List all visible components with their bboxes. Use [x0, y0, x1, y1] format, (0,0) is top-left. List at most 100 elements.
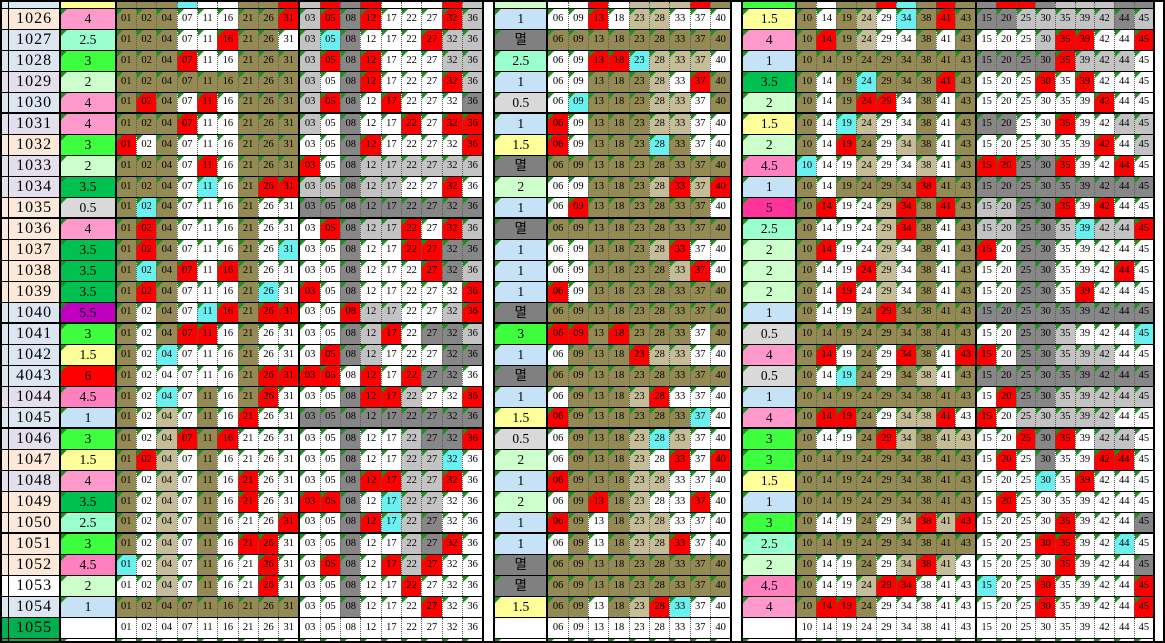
- number-cell[interactable]: 26: [257, 387, 279, 407]
- score-cell[interactable]: 2: [743, 93, 796, 112]
- number-cell[interactable]: 06: [548, 282, 568, 302]
- number-cell[interactable]: 34: [895, 51, 916, 71]
- number-cell[interactable]: [116, 639, 136, 641]
- number-cell[interactable]: 41: [935, 345, 956, 365]
- number-cell[interactable]: 09: [567, 450, 589, 470]
- number-cell[interactable]: 07: [176, 618, 197, 638]
- number-cell[interactable]: 29: [875, 93, 896, 112]
- number-cell[interactable]: [836, 639, 857, 641]
- number-cell[interactable]: 09: [567, 576, 589, 596]
- number-cell[interactable]: 22: [400, 303, 422, 322]
- number-cell[interactable]: 43: [955, 450, 976, 470]
- number-cell[interactable]: [1074, 639, 1095, 641]
- number-cell[interactable]: 27: [421, 72, 442, 92]
- number-cell[interactable]: 27: [421, 387, 442, 407]
- number-cell[interactable]: 13: [588, 450, 609, 470]
- number-cell[interactable]: 37: [689, 282, 710, 302]
- number-cell[interactable]: 31: [278, 9, 299, 29]
- number-cell[interactable]: 19: [836, 576, 857, 596]
- score-cell[interactable]: 1: [495, 387, 547, 407]
- number-cell[interactable]: 08: [340, 156, 361, 176]
- number-cell[interactable]: 07: [176, 261, 197, 281]
- number-cell[interactable]: 28: [649, 177, 670, 197]
- number-cell[interactable]: 42: [1094, 471, 1114, 491]
- number-cell[interactable]: 32: [441, 513, 462, 532]
- number-cell[interactable]: 07: [176, 303, 197, 322]
- number-cell[interactable]: 16: [217, 51, 238, 71]
- number-cell[interactable]: 36: [461, 387, 483, 407]
- number-cell[interactable]: 16: [217, 324, 238, 344]
- number-cell[interactable]: [1054, 2, 1075, 8]
- number-cell[interactable]: 11: [196, 30, 218, 50]
- number-cell[interactable]: 40: [709, 93, 731, 112]
- number-cell[interactable]: 11: [196, 492, 218, 512]
- number-cell[interactable]: 41: [935, 72, 956, 92]
- number-cell[interactable]: 27: [421, 9, 442, 29]
- number-cell[interactable]: [176, 639, 197, 641]
- number-cell[interactable]: 04: [156, 135, 177, 155]
- number-cell[interactable]: 20: [995, 30, 1016, 50]
- number-cell[interactable]: 37: [689, 471, 710, 491]
- number-cell[interactable]: 28: [649, 534, 670, 554]
- number-cell[interactable]: 20: [995, 282, 1016, 302]
- number-cell[interactable]: 02: [135, 219, 157, 239]
- number-cell[interactable]: 37: [689, 576, 710, 596]
- number-cell[interactable]: 06: [548, 303, 568, 322]
- number-cell[interactable]: 19: [836, 345, 857, 365]
- number-cell[interactable]: 09: [567, 114, 589, 134]
- number-cell[interactable]: 11: [196, 324, 218, 344]
- number-cell[interactable]: 29: [875, 387, 896, 407]
- number-cell[interactable]: 24: [856, 513, 876, 532]
- number-cell[interactable]: 42: [1094, 345, 1114, 365]
- number-cell[interactable]: 14: [816, 387, 837, 407]
- number-cell[interactable]: 11: [196, 198, 218, 217]
- number-cell[interactable]: 39: [1074, 135, 1095, 155]
- number-cell[interactable]: 09: [567, 555, 589, 575]
- number-cell[interactable]: 38: [915, 387, 936, 407]
- number-cell[interactable]: 30: [1035, 51, 1055, 71]
- number-cell[interactable]: 06: [548, 429, 568, 449]
- number-cell[interactable]: 28: [649, 324, 670, 344]
- number-cell[interactable]: 36: [461, 135, 483, 155]
- number-cell[interactable]: 39: [1074, 240, 1095, 260]
- number-cell[interactable]: 11: [196, 261, 218, 281]
- number-cell[interactable]: 14: [816, 282, 837, 302]
- number-cell[interactable]: 27: [421, 303, 442, 322]
- number-cell[interactable]: 34: [895, 324, 916, 344]
- score-cell[interactable]: 5.5: [61, 303, 115, 322]
- number-cell[interactable]: 04: [156, 429, 177, 449]
- number-cell[interactable]: [1054, 639, 1075, 641]
- number-cell[interactable]: 26: [257, 135, 279, 155]
- number-cell[interactable]: 40: [709, 576, 731, 596]
- number-cell[interactable]: 20: [995, 450, 1016, 470]
- number-cell[interactable]: 26: [257, 492, 279, 512]
- number-cell[interactable]: 37: [689, 408, 710, 427]
- number-cell[interactable]: 20: [995, 387, 1016, 407]
- number-cell[interactable]: 30: [1035, 114, 1055, 134]
- number-cell[interactable]: 23: [628, 471, 649, 491]
- number-cell[interactable]: 06: [548, 576, 568, 596]
- number-cell[interactable]: 18: [608, 261, 629, 281]
- number-cell[interactable]: 44: [1113, 114, 1134, 134]
- number-cell[interactable]: [567, 2, 589, 8]
- number-cell[interactable]: 09: [567, 513, 589, 532]
- number-cell[interactable]: 25: [1015, 93, 1036, 112]
- score-cell[interactable]: 4: [61, 114, 115, 134]
- number-cell[interactable]: 05: [319, 93, 341, 112]
- number-cell[interactable]: 25: [1015, 282, 1036, 302]
- row-header[interactable]: 1054: [8, 597, 60, 617]
- score-cell[interactable]: 4: [61, 219, 115, 239]
- number-cell[interactable]: 43: [955, 492, 976, 512]
- number-cell[interactable]: 17: [380, 135, 401, 155]
- number-cell[interactable]: 42: [1094, 9, 1114, 29]
- number-cell[interactable]: 12: [360, 51, 381, 71]
- number-cell[interactable]: 33: [669, 555, 690, 575]
- number-cell[interactable]: 28: [649, 72, 670, 92]
- number-cell[interactable]: 22: [400, 366, 422, 386]
- number-cell[interactable]: 38: [915, 219, 936, 239]
- row-header[interactable]: 4043: [8, 366, 60, 386]
- number-cell[interactable]: 35: [1054, 198, 1075, 217]
- number-cell[interactable]: 01: [116, 471, 136, 491]
- number-cell[interactable]: 40: [709, 177, 731, 197]
- number-cell[interactable]: 40: [709, 513, 731, 532]
